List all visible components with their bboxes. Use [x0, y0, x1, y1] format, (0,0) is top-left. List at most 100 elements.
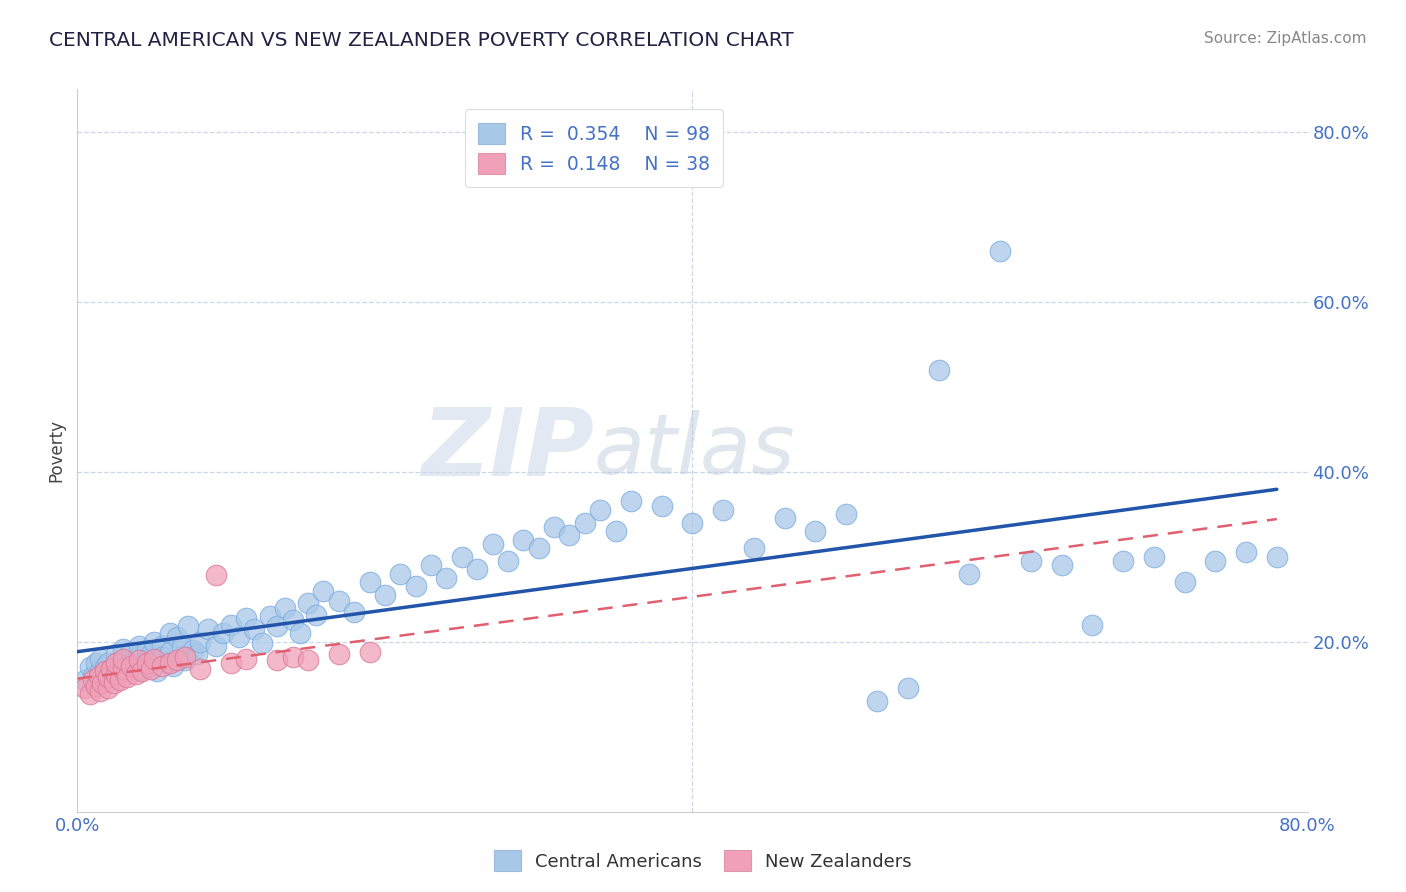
Point — [115, 670, 138, 684]
Point — [112, 651, 135, 665]
Point — [228, 631, 250, 645]
Point — [150, 658, 173, 673]
Point — [84, 656, 107, 670]
Point — [112, 662, 135, 676]
Point — [104, 656, 127, 670]
Point — [131, 662, 153, 676]
Point — [79, 687, 101, 701]
Point — [79, 660, 101, 674]
Y-axis label: Poverty: Poverty — [48, 419, 66, 482]
Point — [197, 622, 219, 636]
Point — [266, 653, 288, 667]
Point — [481, 537, 503, 551]
Text: atlas: atlas — [595, 410, 796, 491]
Point — [159, 626, 181, 640]
Point — [159, 656, 181, 670]
Point — [1112, 554, 1135, 568]
Point — [328, 648, 350, 662]
Point — [219, 656, 242, 670]
Point — [305, 607, 328, 622]
Point — [128, 639, 150, 653]
Point — [1204, 554, 1226, 568]
Point — [290, 626, 312, 640]
Point — [150, 650, 173, 665]
Point — [170, 639, 193, 653]
Point — [89, 684, 111, 698]
Point — [146, 665, 169, 679]
Point — [835, 507, 858, 521]
Point — [97, 656, 120, 670]
Text: ZIP: ZIP — [422, 404, 595, 497]
Point — [120, 658, 142, 673]
Point — [94, 665, 117, 679]
Point — [259, 609, 281, 624]
Point — [527, 541, 550, 556]
Point — [104, 658, 127, 673]
Point — [188, 634, 212, 648]
Text: CENTRAL AMERICAN VS NEW ZEALANDER POVERTY CORRELATION CHART: CENTRAL AMERICAN VS NEW ZEALANDER POVERT… — [49, 31, 794, 50]
Point — [558, 528, 581, 542]
Point — [204, 639, 226, 653]
Point — [243, 622, 266, 636]
Point — [312, 583, 335, 598]
Point — [1143, 549, 1166, 564]
Legend: Central Americans, New Zealanders: Central Americans, New Zealanders — [486, 843, 920, 879]
Point — [297, 597, 319, 611]
Point — [155, 656, 177, 670]
Point — [651, 499, 673, 513]
Point — [177, 619, 200, 633]
Point — [143, 651, 166, 665]
Point — [420, 558, 443, 573]
Point — [120, 645, 142, 659]
Point — [605, 524, 627, 539]
Point — [89, 651, 111, 665]
Point — [343, 605, 366, 619]
Point — [181, 643, 204, 657]
Point — [1234, 545, 1257, 559]
Text: Source: ZipAtlas.com: Source: ZipAtlas.com — [1204, 31, 1367, 46]
Point — [1019, 554, 1042, 568]
Point — [450, 549, 472, 564]
Point — [97, 669, 120, 683]
Point — [128, 649, 150, 664]
Point — [1265, 549, 1288, 564]
Point — [112, 653, 135, 667]
Point — [465, 562, 488, 576]
Point — [711, 503, 734, 517]
Point — [73, 673, 96, 687]
Point — [110, 673, 132, 687]
Point — [97, 681, 120, 696]
Point — [143, 634, 166, 648]
Point — [128, 653, 150, 667]
Point — [188, 662, 212, 676]
Point — [84, 679, 107, 693]
Point — [274, 600, 297, 615]
Point — [110, 665, 132, 679]
Point — [328, 594, 350, 608]
Point — [162, 658, 184, 673]
Point — [135, 643, 157, 657]
Point — [103, 675, 125, 690]
Point — [266, 619, 288, 633]
Point — [1081, 617, 1104, 632]
Point — [100, 662, 122, 676]
Point — [574, 516, 596, 530]
Point — [742, 541, 765, 556]
Point — [120, 656, 142, 670]
Point — [212, 626, 235, 640]
Point — [250, 636, 273, 650]
Point — [82, 669, 104, 683]
Point — [543, 520, 565, 534]
Point — [988, 244, 1011, 258]
Point — [405, 579, 427, 593]
Point — [186, 648, 208, 662]
Point — [359, 575, 381, 590]
Point — [219, 617, 242, 632]
Point — [174, 653, 197, 667]
Point — [150, 639, 173, 653]
Point — [682, 516, 704, 530]
Point — [773, 511, 796, 525]
Point — [97, 670, 120, 684]
Point — [1174, 575, 1197, 590]
Point — [297, 653, 319, 667]
